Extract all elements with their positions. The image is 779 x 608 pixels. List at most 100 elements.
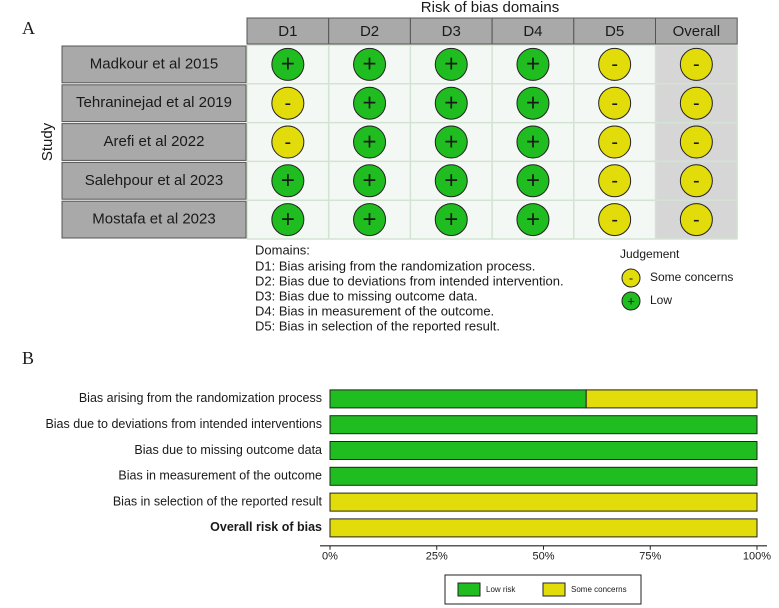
- judgement-circle: [516, 47, 550, 81]
- judgement-symbol: -: [285, 131, 292, 153]
- judgement-symbol: +: [363, 51, 377, 78]
- legend-symbol-text: -: [629, 270, 633, 285]
- judgement-circle: [353, 164, 387, 198]
- column-header: D2: [360, 23, 379, 40]
- judgement-circle: [434, 47, 468, 81]
- study-cell: [61, 84, 247, 123]
- judgement-symbol: +: [281, 206, 295, 233]
- judgement-circle: [679, 164, 713, 198]
- column-header: D1: [278, 23, 297, 40]
- judgement-symbol: -: [611, 209, 618, 231]
- judgement-symbol: -: [693, 170, 700, 192]
- column-header-cell: [328, 17, 411, 45]
- legend-swatch: [542, 582, 566, 597]
- study-name: Tehraninejad et al 2019: [76, 94, 232, 111]
- column-header: D5: [605, 23, 624, 40]
- judgement-symbol: +: [526, 90, 540, 117]
- judgement-circle: [516, 125, 550, 159]
- panel-title: Risk of bias domains: [421, 0, 559, 16]
- column-header-cell: [409, 17, 493, 45]
- judgement-circle: [271, 125, 305, 159]
- judgement-symbol: +: [526, 51, 540, 78]
- bar-segment: [329, 389, 587, 409]
- column-header-cell: [246, 17, 330, 45]
- domain-description: D5: Bias in selection of the reported re…: [255, 318, 500, 333]
- study-cell: [61, 161, 247, 200]
- judgement-symbol: -: [693, 209, 700, 231]
- legend-symbol: [621, 268, 641, 288]
- judgement-symbol: -: [285, 92, 292, 114]
- judgement-circle: [271, 86, 305, 120]
- judgement-circle: [598, 86, 632, 120]
- judgement-symbol: -: [611, 170, 618, 192]
- judgement-circle: [434, 86, 468, 120]
- domain-description: D4: Bias in measurement of the outcome.: [255, 303, 494, 318]
- judgement-symbol: +: [526, 206, 540, 233]
- judgement-circle: [353, 125, 387, 159]
- domains-title: Domains:: [255, 242, 310, 257]
- legend-symbol-text: +: [627, 293, 635, 308]
- judgement-circle: [598, 125, 632, 159]
- domain-description: D3: Bias due to missing outcome data.: [255, 288, 478, 303]
- judgement-symbol: +: [281, 167, 295, 194]
- judgement-circle: [353, 203, 387, 237]
- judgement-symbol: +: [281, 51, 295, 78]
- legend-label: Low: [650, 293, 672, 307]
- judgement-symbol: -: [611, 92, 618, 114]
- judgement-symbol: +: [444, 128, 458, 155]
- legend-label: Low risk: [486, 585, 516, 594]
- judgement-symbol: +: [444, 51, 458, 78]
- judgement-symbol: -: [611, 54, 618, 76]
- column-header-cell: [573, 17, 656, 45]
- panel-label: B: [22, 348, 34, 368]
- judgement-circle: [271, 47, 305, 81]
- judgement-symbol: +: [363, 167, 377, 194]
- x-tick-label: 25%: [426, 551, 448, 563]
- judgement-symbol: -: [693, 54, 700, 76]
- judgement-circle: [353, 86, 387, 120]
- column-header-cell: [491, 17, 575, 45]
- column-header: D3: [442, 23, 461, 40]
- judgement-circle: [434, 203, 468, 237]
- category-label: Bias due to deviations from intended int…: [45, 417, 322, 431]
- judgement-symbol: +: [526, 167, 540, 194]
- judgement-circle: [353, 47, 387, 81]
- legend-swatch: [457, 582, 481, 597]
- bar-segment: [329, 415, 758, 435]
- x-tick-label: 0%: [322, 551, 338, 563]
- judgement-symbol: +: [363, 90, 377, 117]
- category-label: Bias arising from the randomization proc…: [79, 391, 322, 405]
- judgement-symbol: +: [526, 128, 540, 155]
- study-name: Madkour et al 2015: [90, 55, 218, 72]
- study-cell: [61, 200, 247, 239]
- category-label: Bias due to missing outcome data: [134, 443, 322, 457]
- judgement-symbol: -: [693, 131, 700, 153]
- y-axis-label: Study: [39, 122, 56, 161]
- judgement-circle: [679, 47, 713, 81]
- judgement-circle: [598, 47, 632, 81]
- judgement-symbol: +: [363, 206, 377, 233]
- legend-symbol: [621, 291, 641, 311]
- judgement-circle: [434, 164, 468, 198]
- x-tick-label: 50%: [532, 551, 554, 563]
- domain-description: D2: Bias due to deviations from intended…: [255, 273, 564, 288]
- judgement-circle: [516, 164, 550, 198]
- judgement-symbol: +: [363, 128, 377, 155]
- study-name: Mostafa et al 2023: [92, 211, 215, 228]
- bar-segment: [329, 441, 758, 460]
- study-name: Arefi et al 2022: [104, 133, 205, 150]
- study-name: Salehpour et al 2023: [85, 172, 223, 189]
- judgement-circle: [679, 203, 713, 237]
- bar-segment: [329, 518, 758, 538]
- bar-segment: [585, 389, 758, 409]
- x-tick-label: 75%: [639, 551, 661, 563]
- study-cell: [61, 45, 247, 84]
- category-label: Bias in selection of the reported result: [113, 494, 323, 508]
- judgement-circle: [516, 86, 550, 120]
- judgement-symbol: +: [444, 90, 458, 117]
- legend-label: Some concerns: [650, 270, 733, 284]
- judgement-circle: [271, 203, 305, 237]
- bar-segment: [329, 492, 758, 512]
- judgement-symbol: -: [693, 92, 700, 114]
